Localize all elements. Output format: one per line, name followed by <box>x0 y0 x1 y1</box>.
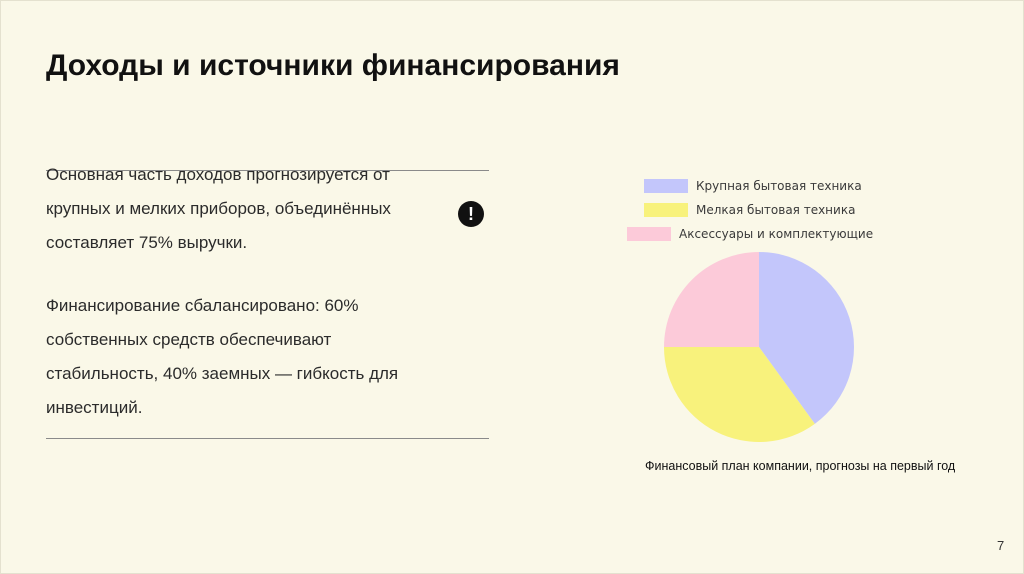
divider-bottom <box>46 438 489 439</box>
legend-label: Аксессуары и комплектующие <box>679 227 874 241</box>
paragraph-revenue: Основная часть доходов прогнозируется от… <box>46 165 391 252</box>
legend-label: Крупная бытовая техника <box>696 179 862 193</box>
exclamation-circle-icon: ! <box>458 201 484 227</box>
chart-caption: Финансовый план компании, прогнозы на пе… <box>645 459 956 473</box>
legend-swatch <box>627 227 671 241</box>
pie-chart <box>664 252 855 442</box>
legend-label: Мелкая бытовая техника <box>696 203 856 217</box>
divider-top <box>46 170 489 171</box>
pie-slice-1 <box>759 252 855 424</box>
pie-slice-3 <box>664 252 759 347</box>
page-number: 7 <box>997 538 1005 553</box>
slide-title: Доходы и источники финансирования <box>46 49 620 82</box>
legend-swatch <box>644 179 688 193</box>
paragraph-financing: Финансирование сбалансировано: 60% собст… <box>46 296 399 417</box>
pie-slice-2 <box>664 347 815 442</box>
legend-swatch <box>644 203 688 217</box>
